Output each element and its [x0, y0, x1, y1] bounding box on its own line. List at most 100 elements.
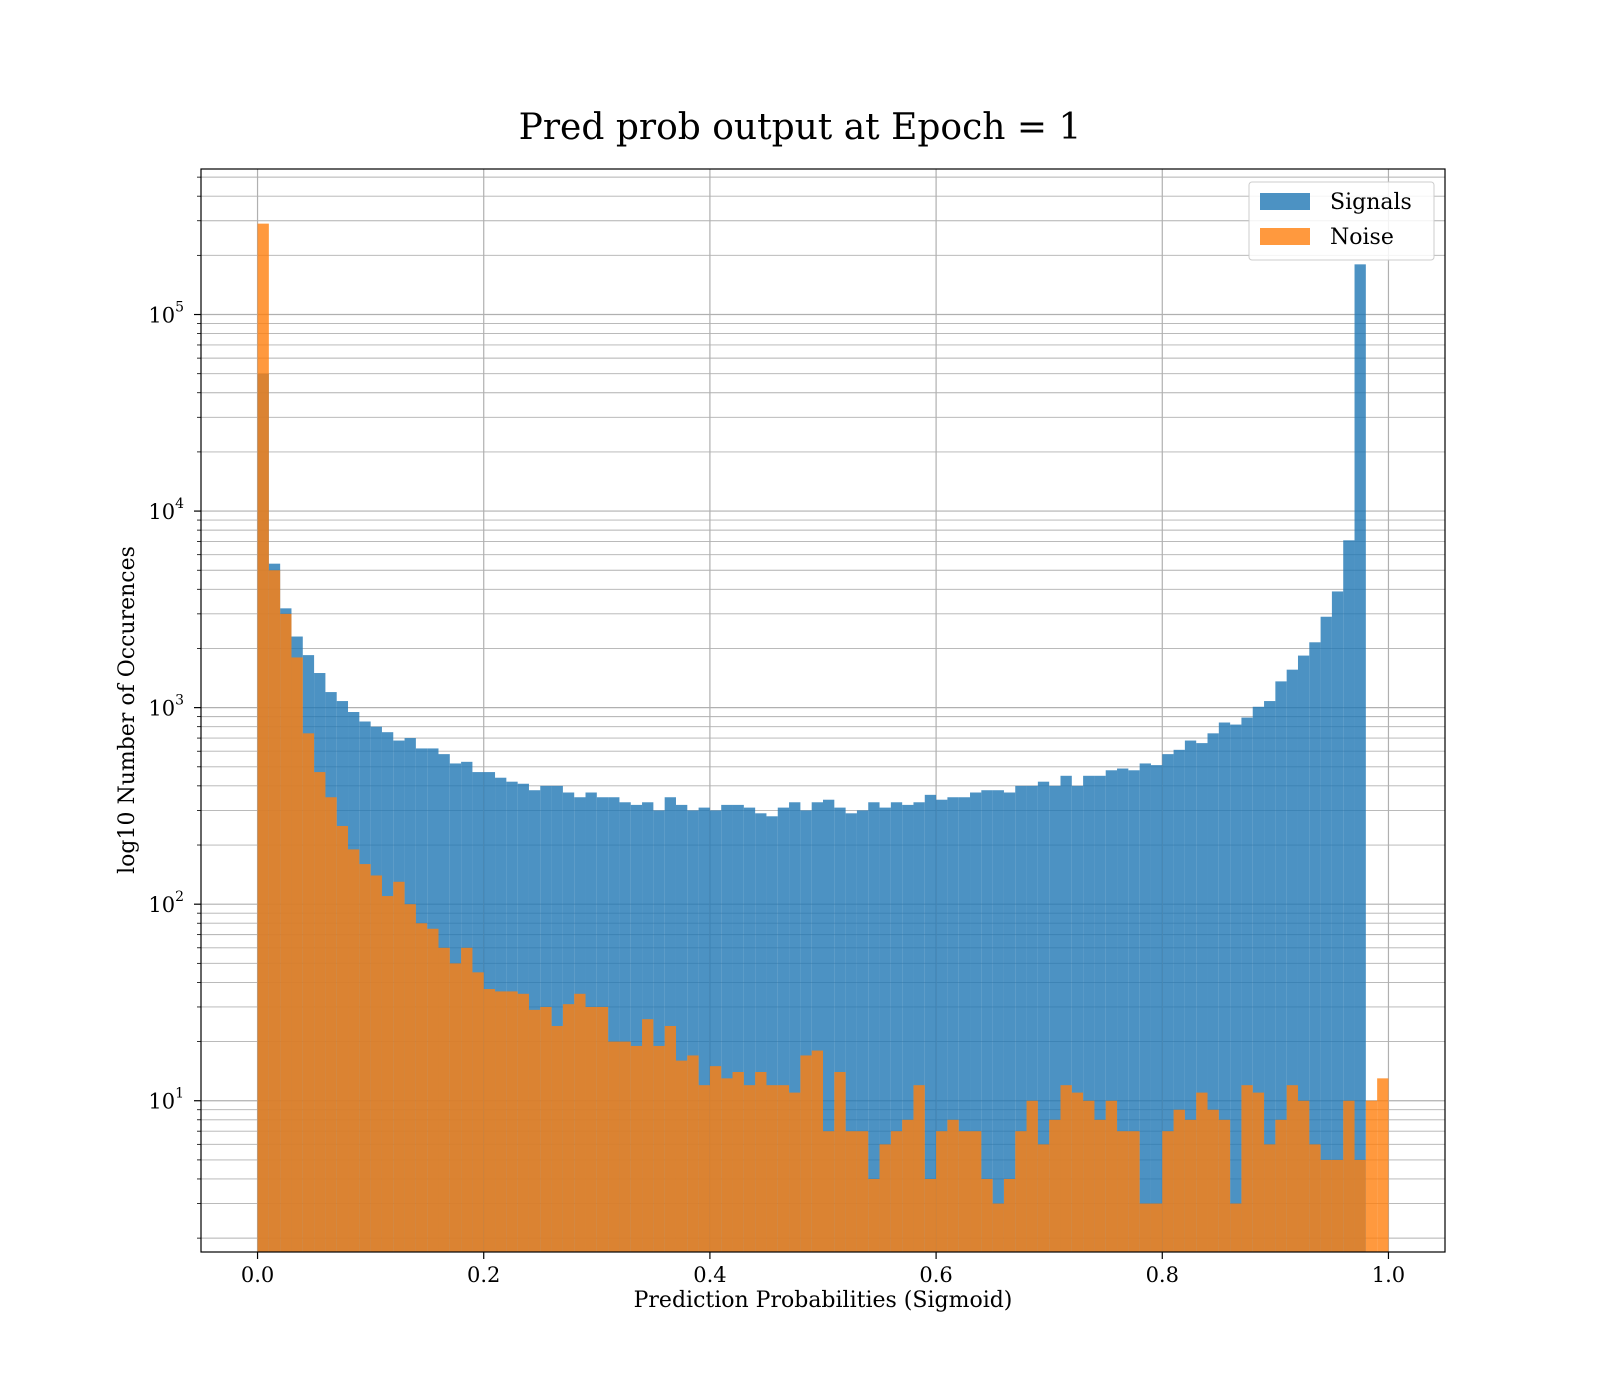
bar-noise — [992, 1203, 1004, 1252]
bars — [257, 223, 1389, 1253]
bar-signals — [743, 807, 756, 1252]
bar-signals — [732, 804, 744, 1252]
bar-noise — [472, 972, 484, 1252]
bar-noise — [1252, 1092, 1265, 1252]
bar-noise — [834, 1072, 846, 1252]
bar-noise — [1071, 1092, 1084, 1252]
y-tick-base: 10 — [148, 304, 175, 328]
bar-noise — [1015, 1131, 1027, 1252]
bar-signals — [1071, 785, 1084, 1252]
bar-noise — [743, 1085, 756, 1252]
y-tick-exponent: 3 — [175, 693, 184, 709]
bar-noise — [675, 1060, 688, 1252]
bar-noise — [291, 657, 303, 1252]
bar-noise — [856, 1131, 869, 1252]
bar-signals — [1331, 591, 1344, 1252]
bar-signals — [811, 802, 823, 1252]
bar-signals — [664, 797, 676, 1252]
bar-noise — [540, 1006, 552, 1252]
y-tick-exponent: 5 — [175, 300, 184, 316]
y-axis-label: log10 Number of Occurences — [115, 546, 140, 874]
bar-signals — [1049, 785, 1061, 1252]
bar-noise — [359, 864, 371, 1252]
bar-noise — [1320, 1159, 1332, 1252]
bar-signals — [1252, 706, 1265, 1252]
bar-noise — [1117, 1131, 1129, 1252]
bar-signals — [619, 802, 631, 1252]
bar-noise — [845, 1131, 857, 1252]
bar-signals — [1117, 768, 1129, 1252]
bar-signals — [1060, 775, 1072, 1252]
bar-noise — [1060, 1085, 1072, 1252]
bar-signals — [890, 802, 903, 1252]
bar-noise — [1297, 1100, 1310, 1252]
bar-signals — [1105, 770, 1118, 1252]
bar-noise — [1049, 1119, 1061, 1252]
bar-noise — [596, 1006, 609, 1252]
bar-noise — [823, 1131, 835, 1252]
bar-signals — [947, 797, 959, 1252]
bar-noise — [1207, 1109, 1219, 1252]
y-tick-label: 101 — [148, 1086, 184, 1114]
bar-signals — [653, 810, 665, 1252]
x-tick-label: 0.2 — [467, 1263, 500, 1287]
bar-signals — [709, 810, 722, 1252]
bar-signals — [1173, 749, 1185, 1252]
bar-noise — [766, 1085, 778, 1252]
bar-noise — [257, 223, 269, 1253]
bar-noise — [551, 1026, 563, 1252]
bar-signals — [879, 807, 891, 1252]
bar-signals — [675, 804, 688, 1252]
y-tick-label: 105 — [148, 300, 184, 328]
bar-noise — [483, 989, 496, 1252]
bar-noise — [1128, 1131, 1140, 1252]
bar-signals — [856, 810, 869, 1252]
bar-signals — [766, 816, 778, 1252]
bar-signals — [1003, 792, 1016, 1252]
bar-signals — [958, 797, 971, 1252]
bar-noise — [449, 963, 462, 1252]
bar-signals — [630, 804, 643, 1252]
bar-noise — [1026, 1100, 1038, 1252]
bar-noise — [947, 1119, 959, 1252]
bar-signals — [970, 792, 982, 1252]
bar-signals — [1139, 763, 1151, 1252]
bar-noise — [1196, 1092, 1208, 1252]
bar-signals — [551, 785, 563, 1252]
bar-noise — [709, 1066, 722, 1252]
bar-signals — [755, 813, 767, 1252]
bar-noise — [619, 1041, 631, 1252]
bar-signals — [1184, 740, 1197, 1252]
bar-noise — [664, 1026, 676, 1252]
bar-noise — [958, 1131, 971, 1252]
series-noise — [257, 223, 1389, 1253]
bar-signals — [687, 810, 699, 1252]
bar-signals — [1150, 765, 1163, 1252]
bar-noise — [1037, 1144, 1050, 1252]
bar-noise — [1377, 1078, 1389, 1252]
y-tick-label: 102 — [148, 889, 184, 917]
bar-noise — [936, 1131, 948, 1252]
bar-signals — [1241, 717, 1253, 1252]
bar-noise — [302, 733, 315, 1252]
bar-noise — [381, 896, 394, 1252]
bar-signals — [1083, 775, 1095, 1252]
bar-signals — [845, 813, 857, 1252]
legend-swatch-noise — [1260, 228, 1310, 245]
bar-noise — [721, 1078, 733, 1252]
bar-noise — [777, 1085, 790, 1252]
bar-noise — [800, 1055, 812, 1252]
plot-frame — [200, 168, 1446, 1253]
bar-signals — [789, 802, 801, 1252]
bar-signals — [1026, 785, 1038, 1252]
bar-noise — [913, 1085, 925, 1252]
legend-label-signals: Signals — [1330, 190, 1412, 215]
bar-noise — [1139, 1203, 1151, 1252]
bar-noise — [1343, 1100, 1355, 1252]
bar-noise — [393, 881, 405, 1252]
bar-noise — [517, 993, 529, 1252]
bar-noise — [404, 904, 416, 1252]
bar-signals — [1230, 724, 1242, 1252]
